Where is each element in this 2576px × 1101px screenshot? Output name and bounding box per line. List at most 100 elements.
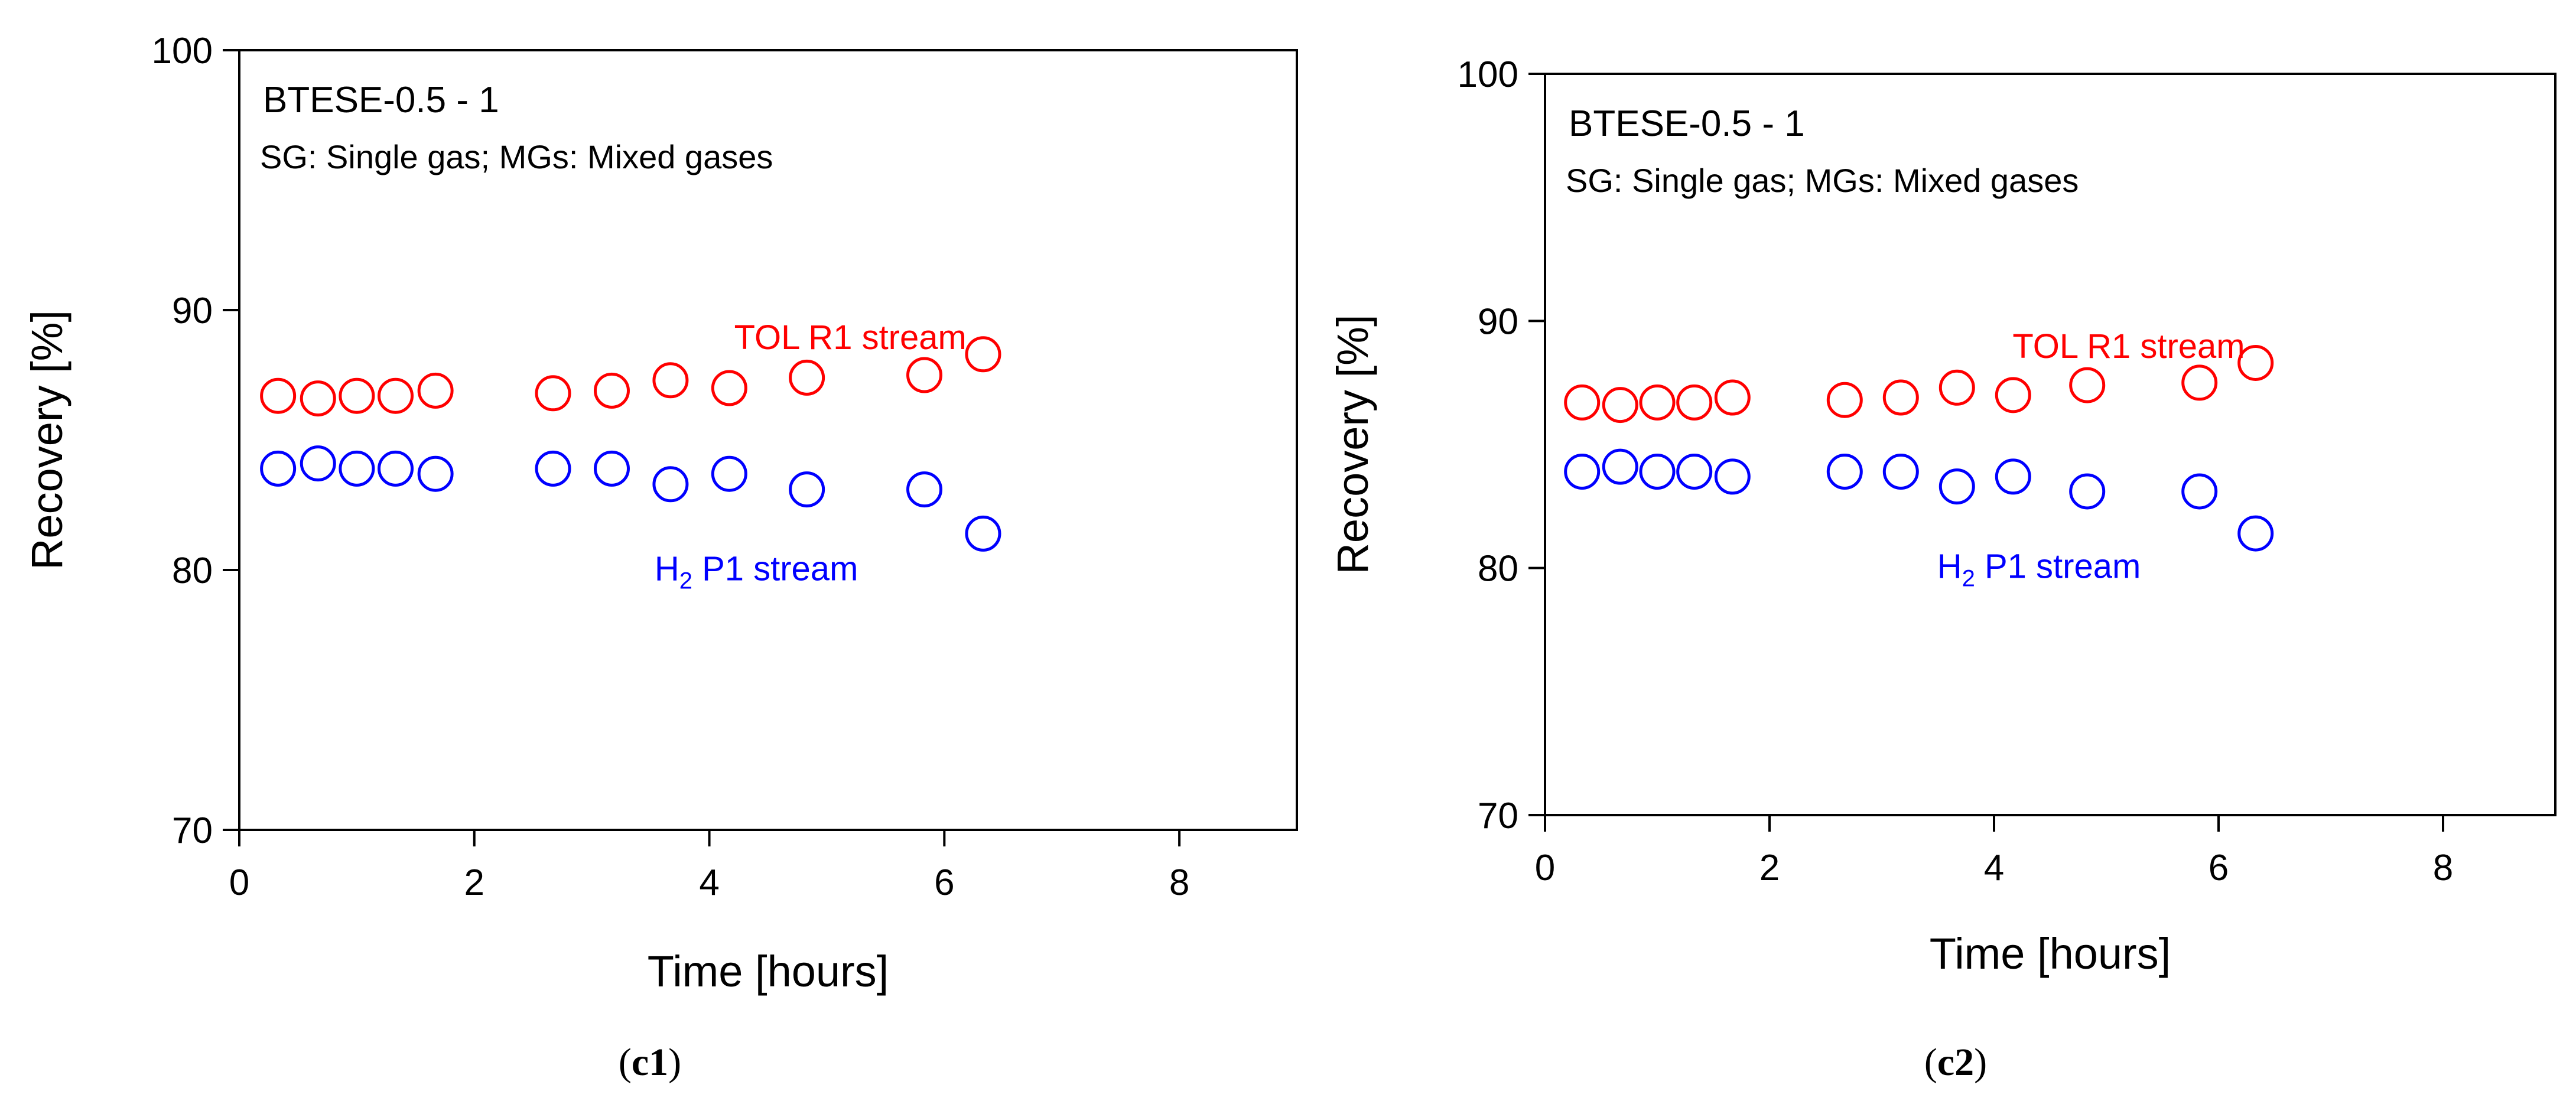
panel-label-open: ( [1924,1041,1937,1084]
x-tick-label: 4 [699,862,719,903]
data-point [593,450,630,487]
y-axis-title: Recovery [%] [22,310,71,570]
x-axis-title: Time [hours] [1930,929,2171,978]
y-tick-label: 80 [1478,549,1518,589]
data-point [906,357,943,393]
data-point [2237,344,2274,381]
data-point [260,377,297,414]
data-point [906,471,943,508]
data-point [965,515,1001,552]
y-tick-label: 100 [1458,54,1518,95]
data-point [1826,454,1863,490]
series-0: TOL R1 stream [260,318,1001,417]
data-point [339,450,375,487]
series-label-subscript: 2 [1962,565,1975,591]
data-point [535,375,571,412]
data-point [1938,369,1975,406]
y-tick-label: 70 [172,810,213,851]
data-point [2181,473,2218,510]
data-point [1564,454,1601,490]
data-point [1714,458,1751,495]
data-point [1639,384,1676,421]
data-point [652,362,689,399]
series-label-part: P1 stream [692,550,858,588]
chart-panel-c1: 70 80 90 100 0 2 4 6 8 Time [hours] Recovery [%] BT… [22,31,1298,1084]
data-point [260,450,297,487]
data-point [417,455,454,492]
data-point [652,466,689,503]
data-point [1882,454,1919,490]
x-tick-label: 4 [1984,848,2004,888]
data-point [300,445,336,482]
series-label: TOL R1 stream [734,318,967,357]
data-point [300,380,336,417]
x-tick-label: 8 [1169,862,1189,903]
data-point [1995,377,2031,413]
data-point [711,455,747,492]
data-point [789,471,825,508]
series-0: TOL R1 stream [1564,327,2274,424]
y-axis-title: Recovery [%] [1328,314,1377,574]
panel-label-close: ) [1974,1041,1987,1084]
x-tick-label: 8 [2433,848,2453,888]
chart-subtitle: SG: Single gas; MGs: Mixed gases [260,138,773,175]
x-tick-label: 6 [2209,848,2229,888]
series-label-part: P1 stream [1975,547,2141,585]
x-tick-label: 0 [229,862,249,903]
data-point [1882,379,1919,416]
chart-panel-c2: 70 80 90 100 0 2 4 6 8 Time [hours] Recovery [%] BT… [1328,54,2557,1084]
series-label: H2 P1 stream [1937,547,2141,591]
x-tick-label: 2 [464,862,484,903]
chart-title: BTESE-0.5 - 1 [263,80,499,120]
data-point [1676,454,1713,490]
data-point [789,359,825,396]
data-point [2069,367,2106,403]
data-point [965,336,1001,373]
series-label-part: H [1937,547,1962,585]
y-tick-label: 90 [172,291,213,331]
data-point [1714,379,1751,416]
data-point [1602,387,1638,424]
data-point [1676,384,1713,421]
series-label-part: TOL R1 stream [734,318,967,357]
series-label-part: H [655,550,679,588]
data-point [1938,468,1975,505]
series-label: TOL R1 stream [2012,327,2245,366]
plot-frame [238,49,1298,831]
data-point [2069,473,2106,510]
data-point [1826,382,1863,418]
panel-label-close: ) [668,1041,681,1084]
data-point [593,372,630,409]
data-point [2237,515,2274,552]
chart-subtitle: SG: Single gas; MGs: Mixed gases [1566,162,2079,199]
series-1: H2 P1 stream [260,445,1001,594]
y-tick-label: 80 [172,550,213,591]
data-point [417,372,454,409]
data-point [1995,458,2031,495]
plot-frame [1544,73,2557,816]
data-point [711,370,747,406]
series-label-part: TOL R1 stream [2012,327,2245,366]
data-point [339,377,375,414]
x-tick-label: 0 [1535,848,1555,888]
y-tick-label: 90 [1478,301,1518,342]
y-tick-label: 100 [152,31,213,71]
x-axis-title: Time [hours] [648,947,889,996]
data-point [1639,454,1676,490]
panel-label: (c1) [619,1041,681,1084]
data-point [378,450,414,487]
chart-title: BTESE-0.5 - 1 [1569,103,1805,144]
y-tick-label: 70 [1478,796,1518,836]
data-point [2181,364,2218,401]
series-1: H2 P1 stream [1564,448,2274,591]
x-tick-label: 6 [934,862,954,903]
data-point [535,450,571,487]
data-point [1602,448,1638,485]
panel-label-id: c2 [1937,1041,1974,1084]
panel-label-id: c1 [632,1041,668,1084]
panel-label-open: ( [619,1041,632,1084]
panel-label: (c2) [1924,1041,1987,1084]
data-point [1564,384,1601,421]
data-point [378,377,414,414]
